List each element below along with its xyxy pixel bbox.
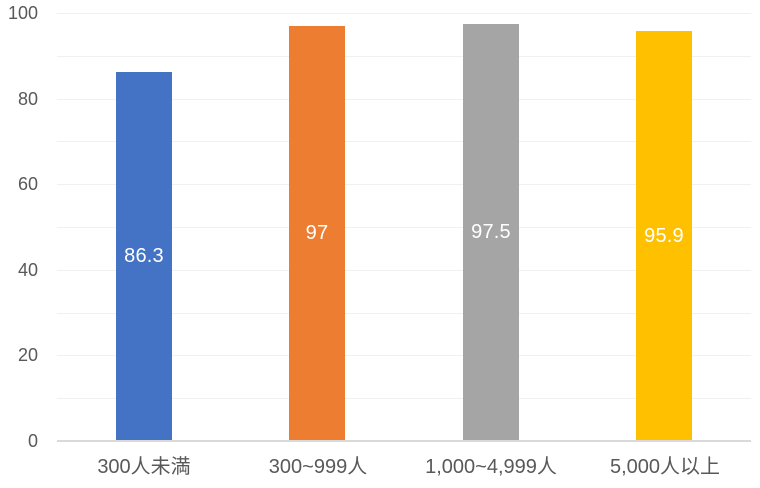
gridline-80 bbox=[57, 99, 751, 100]
y-tick-label-100: 100 bbox=[7, 3, 38, 23]
bar-value-label: 97 bbox=[305, 222, 329, 244]
y-tick-label-0: 0 bbox=[27, 431, 38, 451]
y-tick-label-80: 80 bbox=[17, 89, 38, 109]
x-tick-label-2: 1,000~4,999人 bbox=[425, 456, 557, 478]
x-tick-label-3: 5,000人以上 bbox=[609, 456, 721, 478]
gridline-70 bbox=[57, 141, 751, 142]
bar-value-label: 86.3 bbox=[124, 245, 164, 267]
gridline-40 bbox=[57, 270, 751, 271]
gridline-20 bbox=[57, 355, 751, 356]
gridline-30 bbox=[57, 313, 751, 314]
gridline-10 bbox=[57, 398, 751, 399]
bar-value-label: 97.5 bbox=[471, 221, 511, 243]
bar-category-2: 97.5 bbox=[463, 24, 519, 441]
y-tick-label-60: 60 bbox=[17, 174, 38, 194]
gridline-90 bbox=[57, 56, 751, 57]
bar-category-0: 86.3 bbox=[116, 72, 172, 441]
x-tick-label-1: 300~999人 bbox=[268, 456, 368, 478]
gridline-100 bbox=[57, 13, 751, 14]
gridline-60 bbox=[57, 184, 751, 185]
x-tick-label-0: 300人未満 bbox=[97, 456, 191, 478]
x-axis-line bbox=[57, 440, 751, 442]
gridline-50 bbox=[57, 227, 751, 228]
y-tick-label-20: 20 bbox=[17, 345, 38, 365]
bar-value-label: 95.9 bbox=[644, 224, 684, 247]
plot-area: 86.3 97 97.5 95.9 bbox=[57, 13, 751, 441]
bar-category-1: 97 bbox=[289, 26, 345, 441]
y-tick-label-40: 40 bbox=[17, 260, 38, 280]
bar-category-3: 95.9 bbox=[636, 31, 692, 441]
